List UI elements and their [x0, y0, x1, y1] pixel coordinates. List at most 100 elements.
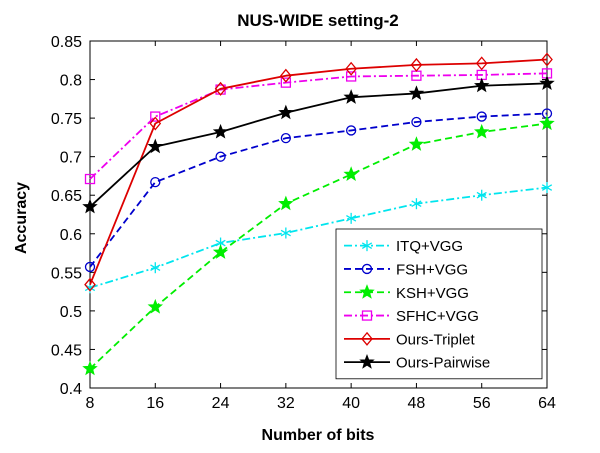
legend-marker — [359, 354, 375, 369]
series-ours-triplet — [84, 52, 553, 292]
series-line — [89, 58, 548, 286]
legend-marker — [361, 240, 373, 252]
marker-shape — [359, 354, 375, 369]
y-tick-label: 0.85 — [51, 34, 82, 51]
series-line — [89, 122, 548, 370]
marker-shape — [539, 115, 555, 131]
data-point — [278, 195, 294, 211]
marker-shape — [278, 195, 294, 211]
y-tick-label: 0.5 — [60, 304, 82, 321]
x-tick-label: 56 — [473, 395, 491, 412]
x-tick-label: 48 — [408, 395, 426, 412]
data-point — [214, 81, 227, 96]
data-point — [280, 227, 291, 239]
y-axis-label: Accuracy — [13, 182, 30, 254]
data-point — [280, 68, 292, 83]
data-point — [411, 198, 422, 210]
data-point — [84, 173, 96, 185]
data-point — [474, 77, 490, 93]
legend-item: ITQ+VGG — [344, 238, 463, 255]
data-point — [84, 261, 96, 273]
data-point — [476, 111, 487, 122]
series-line — [89, 72, 548, 180]
marker-shape — [84, 261, 96, 273]
marker-stroke — [150, 264, 161, 272]
marker-shape — [345, 125, 357, 136]
marker-shape — [345, 61, 357, 76]
series-itq-vgg — [84, 182, 553, 294]
series-line — [89, 82, 548, 208]
data-point — [149, 116, 162, 131]
legend-label: Ours-Pairwise — [396, 355, 490, 372]
legend-marker — [361, 263, 373, 275]
marker-stroke — [346, 215, 357, 222]
data-point — [411, 116, 422, 128]
y-tick-label: 0.55 — [51, 265, 82, 282]
data-point — [150, 111, 161, 122]
legend-item: SFHC+VGG — [344, 308, 479, 325]
data-point — [343, 89, 359, 104]
data-point — [345, 71, 357, 82]
x-tick-label: 64 — [538, 395, 556, 412]
series-line — [89, 112, 548, 268]
data-point — [82, 198, 98, 214]
marker-shape — [408, 136, 425, 151]
marker-stroke — [476, 191, 487, 199]
data-point — [280, 77, 292, 88]
y-tick-label: 0.65 — [51, 188, 82, 205]
marker-shape — [343, 89, 359, 104]
y-tick-label: 0.7 — [60, 150, 82, 167]
marker-shape — [410, 57, 423, 72]
legend-item: Ours-Pairwise — [344, 354, 490, 372]
y-tick-label: 0.6 — [60, 227, 82, 244]
marker-shape — [84, 173, 96, 185]
marker-shape — [147, 138, 163, 154]
series-layer — [82, 52, 555, 376]
legend-label: KSH+VGG — [396, 285, 469, 302]
marker-shape — [539, 75, 555, 90]
data-point — [147, 298, 163, 314]
data-point — [475, 56, 488, 71]
y-tick-label: 0.45 — [51, 342, 82, 359]
marker-shape — [408, 85, 425, 100]
x-tick-label: 16 — [146, 395, 164, 412]
data-point — [84, 277, 96, 292]
marker-stroke — [411, 200, 422, 208]
data-point — [278, 104, 294, 120]
legend-label: Ours-Triplet — [396, 331, 475, 348]
marker-stroke — [361, 242, 373, 249]
marker-shape — [359, 284, 375, 299]
data-point — [150, 176, 161, 188]
data-point — [147, 138, 163, 154]
data-point — [345, 61, 357, 76]
marker-shape — [280, 77, 292, 88]
data-point — [541, 52, 553, 67]
series-fsh-vgg — [84, 108, 553, 273]
marker-shape — [280, 68, 292, 83]
x-tick-label: 24 — [212, 395, 230, 412]
data-point — [345, 125, 357, 136]
legend-item: Ours-Triplet — [344, 331, 475, 348]
data-point — [280, 133, 292, 144]
marker-shape — [361, 331, 373, 346]
data-point — [212, 244, 229, 259]
x-tick-label: 32 — [277, 395, 295, 412]
y-tick-label: 0.4 — [60, 381, 82, 398]
data-point — [82, 360, 98, 376]
data-point — [541, 182, 553, 194]
data-point — [539, 115, 555, 131]
axes-box — [89, 40, 548, 389]
y-tick-label: 0.75 — [51, 111, 82, 128]
data-point — [346, 212, 357, 224]
data-point — [539, 75, 555, 90]
plot-area: 8 16 24 32 40 48 56 64 0.4 0.45 0.5 0.55 0.6 0.65 0.7 0… — [51, 34, 556, 412]
marker-shape — [474, 77, 490, 93]
x-tick-label: 40 — [342, 395, 360, 412]
marker-shape — [278, 104, 294, 120]
data-point — [408, 85, 425, 100]
data-point — [474, 123, 490, 139]
legend-marker — [361, 331, 373, 346]
series-ours-pairwise — [82, 75, 555, 214]
series-ksh-vgg — [82, 115, 555, 376]
